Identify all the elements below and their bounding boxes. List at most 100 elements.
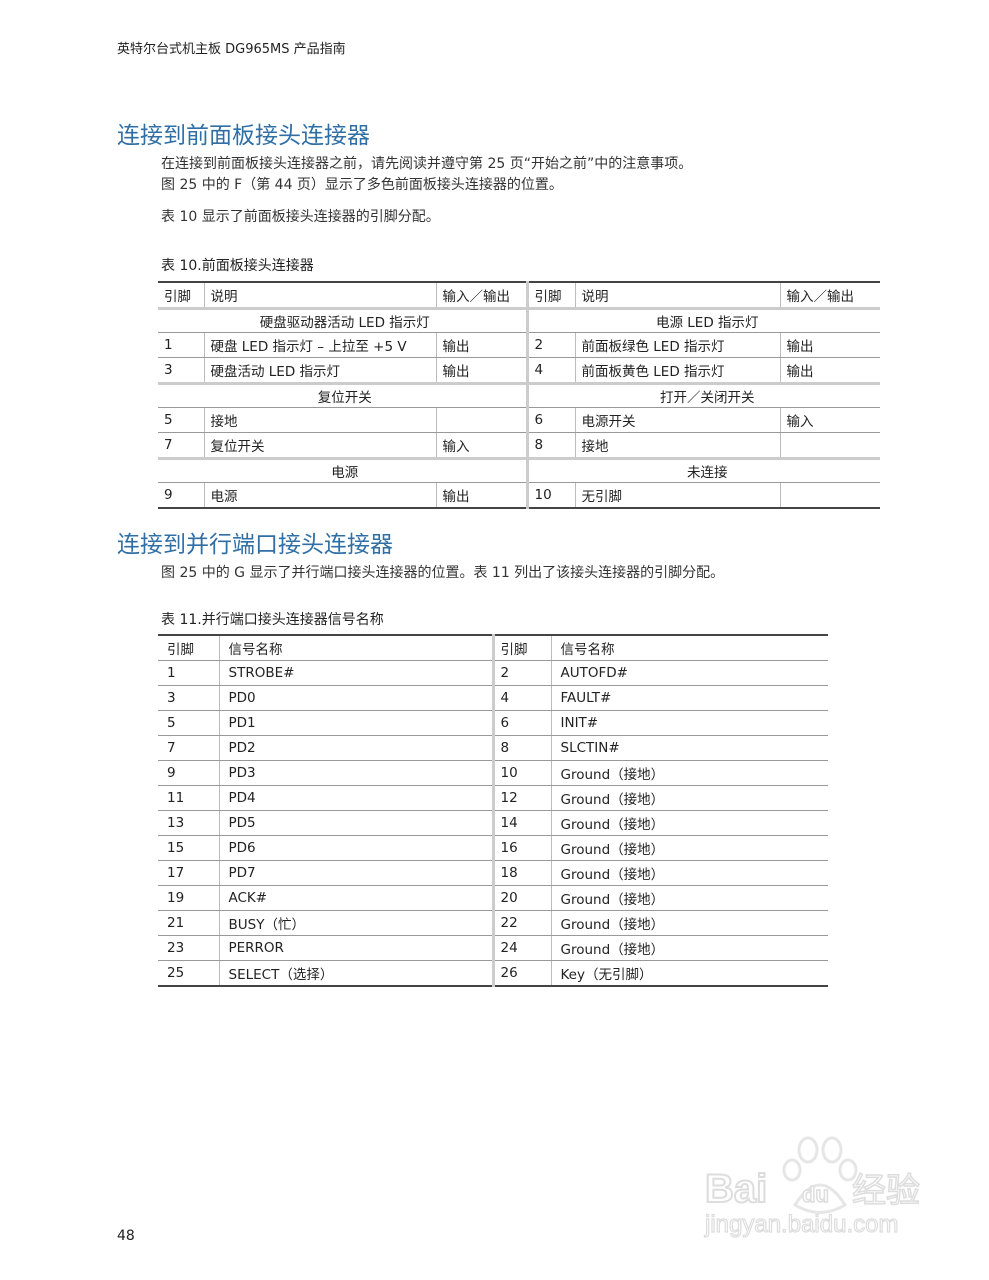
- table-cell: Ground（接地）: [550, 835, 828, 861]
- table-cell: 硬盘活动 LED 指示灯: [203, 357, 436, 384]
- table-cell: 复位开关: [203, 432, 436, 459]
- table-cell: 电源: [158, 457, 527, 483]
- table-cell: 5: [158, 407, 204, 433]
- table-cell: 3: [158, 357, 204, 384]
- table-header-row: 引脚 说明 输入／输出 引脚 说明 输入／输出: [158, 282, 880, 309]
- table-cell: 20: [491, 885, 551, 911]
- table-cell: 15: [158, 835, 219, 861]
- table-cell: 1: [158, 332, 204, 358]
- table-cell: 硬盘 LED 指示灯 – 上拉至 +5 V: [203, 332, 436, 358]
- table-cell: PD6: [218, 835, 493, 861]
- table-cell: Ground（接地）: [550, 860, 828, 886]
- table-cell: STROBE#: [218, 660, 493, 686]
- table-cell: PD2: [218, 735, 493, 761]
- table-cell: 4: [525, 357, 575, 384]
- table-cell: 输出: [435, 482, 527, 509]
- paragraph: 图 25 中的 G 显示了并行端口接头连接器的位置。表 11 列出了该接头连接器…: [161, 565, 725, 581]
- table-cell: 9: [158, 482, 204, 509]
- table-header-row: 引脚 信号名称 引脚 信号名称: [158, 635, 828, 661]
- parallel-port-table: 引脚 信号名称 引脚 信号名称 1 STROBE# 2 AUTOFD# 3 PD0 4 FAULT# 5…: [158, 634, 828, 987]
- table-cell: 5: [158, 710, 219, 736]
- baidu-watermark-logo: Bai du 经验 jingyan.baidu.com: [703, 1136, 921, 1239]
- table-cell: Ground（接地）: [550, 760, 828, 786]
- table-row: 5 接地 6 电源开关 输入: [158, 407, 880, 433]
- table-section-row: 电源 未连接: [158, 457, 880, 483]
- table-cell: 复位开关: [158, 382, 527, 408]
- table-cell: Ground（接地）: [550, 910, 828, 936]
- table-cell: 输出: [435, 332, 527, 358]
- table-cell: ACK#: [218, 885, 493, 911]
- table-cell: PERROR: [218, 935, 493, 961]
- table-cell: 引脚: [158, 635, 219, 661]
- table-row: 25 SELECT（选择） 26 Key（无引脚）: [158, 960, 828, 987]
- svg-text:Bai: Bai: [705, 1167, 767, 1211]
- table-row: 3 硬盘活动 LED 指示灯 输出 4 前面板黄色 LED 指示灯 输出: [158, 357, 880, 384]
- table-cell: 8: [491, 735, 551, 761]
- table-cell: SELECT（选择）: [218, 960, 493, 987]
- table-cell: 电源 LED 指示灯: [525, 307, 880, 333]
- table-cell: PD5: [218, 810, 493, 836]
- table-cell: 19: [158, 885, 219, 911]
- table-cell: 输出: [779, 357, 880, 384]
- table-cell: 6: [491, 710, 551, 736]
- table-cell: Ground（接地）: [550, 810, 828, 836]
- table-row: 23 PERROR 24 Ground（接地）: [158, 935, 828, 961]
- table-row: 1 硬盘 LED 指示灯 – 上拉至 +5 V 输出 2 前面板绿色 LED 指示灯 输出: [158, 332, 880, 358]
- table-cell: 16: [491, 835, 551, 861]
- table-cell: 说明: [574, 282, 780, 309]
- table-row: 17 PD7 18 Ground（接地）: [158, 860, 828, 886]
- table-cell: 信号名称: [550, 635, 828, 661]
- table-cell: Ground（接地）: [550, 935, 828, 961]
- table-cell: 23: [158, 935, 219, 961]
- table-cell: 2: [525, 332, 575, 358]
- paragraph-line: 在连接到前面板接头连接器之前，请先阅读并遵守第 25 页“开始之前”中的注意事项…: [161, 156, 693, 172]
- paragraph: 表 10 显示了前面板接头连接器的引脚分配。: [161, 209, 440, 225]
- table-cell: 12: [491, 785, 551, 811]
- table-row: 3 PD0 4 FAULT#: [158, 685, 828, 711]
- table-cell: 前面板黄色 LED 指示灯: [574, 357, 780, 384]
- table-cell: BUSY（忙）: [218, 910, 493, 936]
- table-cell: Ground（接地）: [550, 785, 828, 811]
- table-cell: 10: [491, 760, 551, 786]
- table-cell: 22: [491, 910, 551, 936]
- table-row: 19 ACK# 20 Ground（接地）: [158, 885, 828, 911]
- section-title: 连接到前面板接头连接器: [117, 123, 370, 149]
- table-cell: 引脚: [491, 635, 551, 661]
- table-cell: 电源开关: [574, 407, 780, 433]
- table-cell: 输出: [435, 357, 527, 384]
- table-row: 5 PD1 6 INIT#: [158, 710, 828, 736]
- table-cell: 接地: [574, 432, 780, 459]
- table-cell: 输入: [435, 432, 527, 459]
- table-cell: 输入／输出: [435, 282, 527, 309]
- svg-text:jingyan.baidu.com: jingyan.baidu.com: [704, 1211, 898, 1238]
- table-row: 21 BUSY（忙） 22 Ground（接地）: [158, 910, 828, 936]
- section-title: 连接到并行端口接头连接器: [117, 532, 393, 558]
- table-cell: PD4: [218, 785, 493, 811]
- table-row: 13 PD5 14 Ground（接地）: [158, 810, 828, 836]
- table-cell: [779, 482, 880, 509]
- table-row: 1 STROBE# 2 AUTOFD#: [158, 660, 828, 686]
- paragraph-line: 图 25 中的 F（第 44 页）显示了多色前面板接头连接器的位置。: [161, 177, 563, 193]
- table-cell: 4: [491, 685, 551, 711]
- table-cell: 信号名称: [218, 635, 493, 661]
- table-caption: 表 10.前面板接头连接器: [161, 258, 314, 274]
- table-cell: 7: [158, 432, 204, 459]
- table-cell: PD0: [218, 685, 493, 711]
- table-row: 11 PD4 12 Ground（接地）: [158, 785, 828, 811]
- page-number: 48: [117, 1228, 135, 1244]
- table-cell: 接地: [203, 407, 436, 433]
- table-cell: 引脚: [158, 282, 204, 309]
- table-cell: 21: [158, 910, 219, 936]
- table-cell: 7: [158, 735, 219, 761]
- table-cell: 电源: [203, 482, 436, 509]
- table-cell: 硬盘驱动器活动 LED 指示灯: [158, 307, 527, 333]
- table-cell: 26: [491, 960, 551, 987]
- table-cell: 24: [491, 935, 551, 961]
- table-cell: 2: [491, 660, 551, 686]
- paragraph: 在连接到前面板接头连接器之前，请先阅读并遵守第 25 页“开始之前”中的注意事项…: [161, 154, 692, 196]
- table-cell: 13: [158, 810, 219, 836]
- table-section-row: 硬盘驱动器活动 LED 指示灯 电源 LED 指示灯: [158, 307, 880, 333]
- table-cell: 18: [491, 860, 551, 886]
- table-row: 9 电源 输出 10 无引脚: [158, 482, 880, 509]
- table-cell: 11: [158, 785, 219, 811]
